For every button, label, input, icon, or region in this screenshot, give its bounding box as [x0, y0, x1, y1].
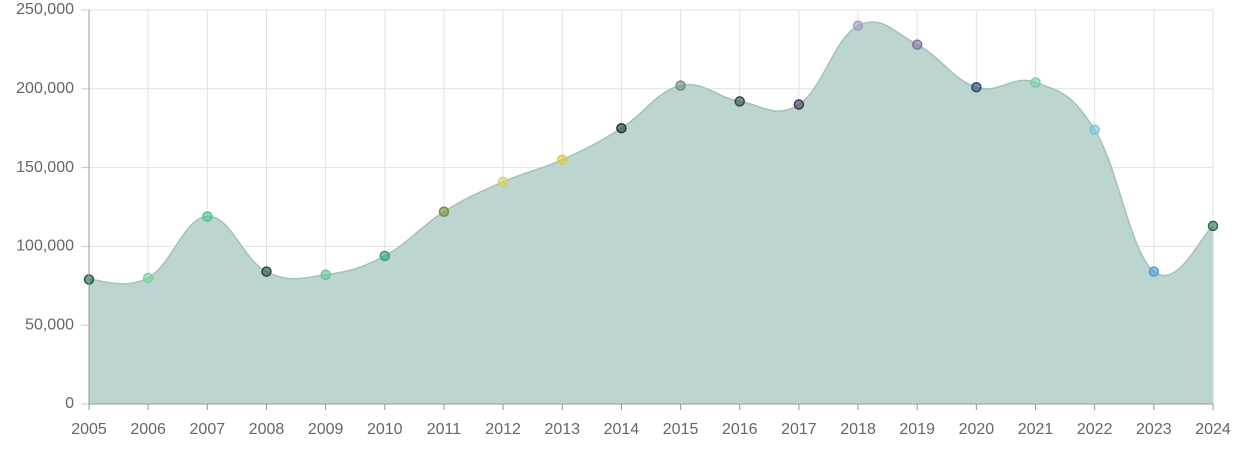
x-tick-label: 2015 [663, 421, 699, 438]
x-tick-label: 2008 [249, 421, 285, 438]
x-tick-label: 2011 [427, 421, 462, 438]
x-tick-label: 2023 [1136, 421, 1172, 438]
y-tick-label: 200,000 [16, 80, 74, 97]
area [89, 21, 1213, 405]
point [1207, 220, 1219, 232]
point [852, 20, 864, 32]
y-tick-label: 250,000 [16, 1, 74, 18]
x-tick-label: 2024 [1195, 421, 1231, 438]
x-tick-label: 2007 [190, 421, 226, 438]
x-tick-label: 2020 [959, 421, 995, 438]
point [1089, 124, 1100, 136]
point [202, 211, 213, 222]
y-tick-label: 0 [65, 395, 74, 412]
y-tick-label: 50,000 [25, 316, 74, 333]
x-tick-label: 2005 [71, 421, 107, 438]
point [379, 250, 391, 262]
point [971, 81, 982, 93]
point [497, 176, 509, 188]
x-tick-label: 2018 [840, 421, 876, 438]
x-tick-label: 2016 [722, 421, 758, 438]
x-tick-label: 2022 [1077, 421, 1113, 438]
x-tick-label: 2010 [367, 421, 403, 438]
point [911, 39, 923, 50]
point [438, 206, 450, 217]
x-tick-label: 2017 [781, 421, 817, 438]
x-tick-label: 2006 [130, 421, 166, 438]
x-tick-label: 2012 [485, 421, 521, 438]
x-tick-label: 2009 [308, 421, 344, 438]
point [320, 269, 331, 281]
point [557, 154, 568, 165]
x-tick-label: 2013 [544, 421, 580, 438]
point [675, 80, 686, 91]
point [261, 266, 272, 277]
y-tick-label: 150,000 [16, 159, 74, 176]
point [1030, 77, 1041, 88]
point [734, 96, 745, 107]
point [142, 272, 154, 284]
point [793, 99, 805, 110]
x-tick-label: 2019 [899, 421, 935, 438]
x-tick-label: 2014 [604, 421, 640, 438]
x-tick-label: 2021 [1018, 421, 1054, 438]
point [616, 122, 627, 134]
point [1148, 266, 1160, 277]
y-tick-label: 100,000 [16, 238, 74, 255]
